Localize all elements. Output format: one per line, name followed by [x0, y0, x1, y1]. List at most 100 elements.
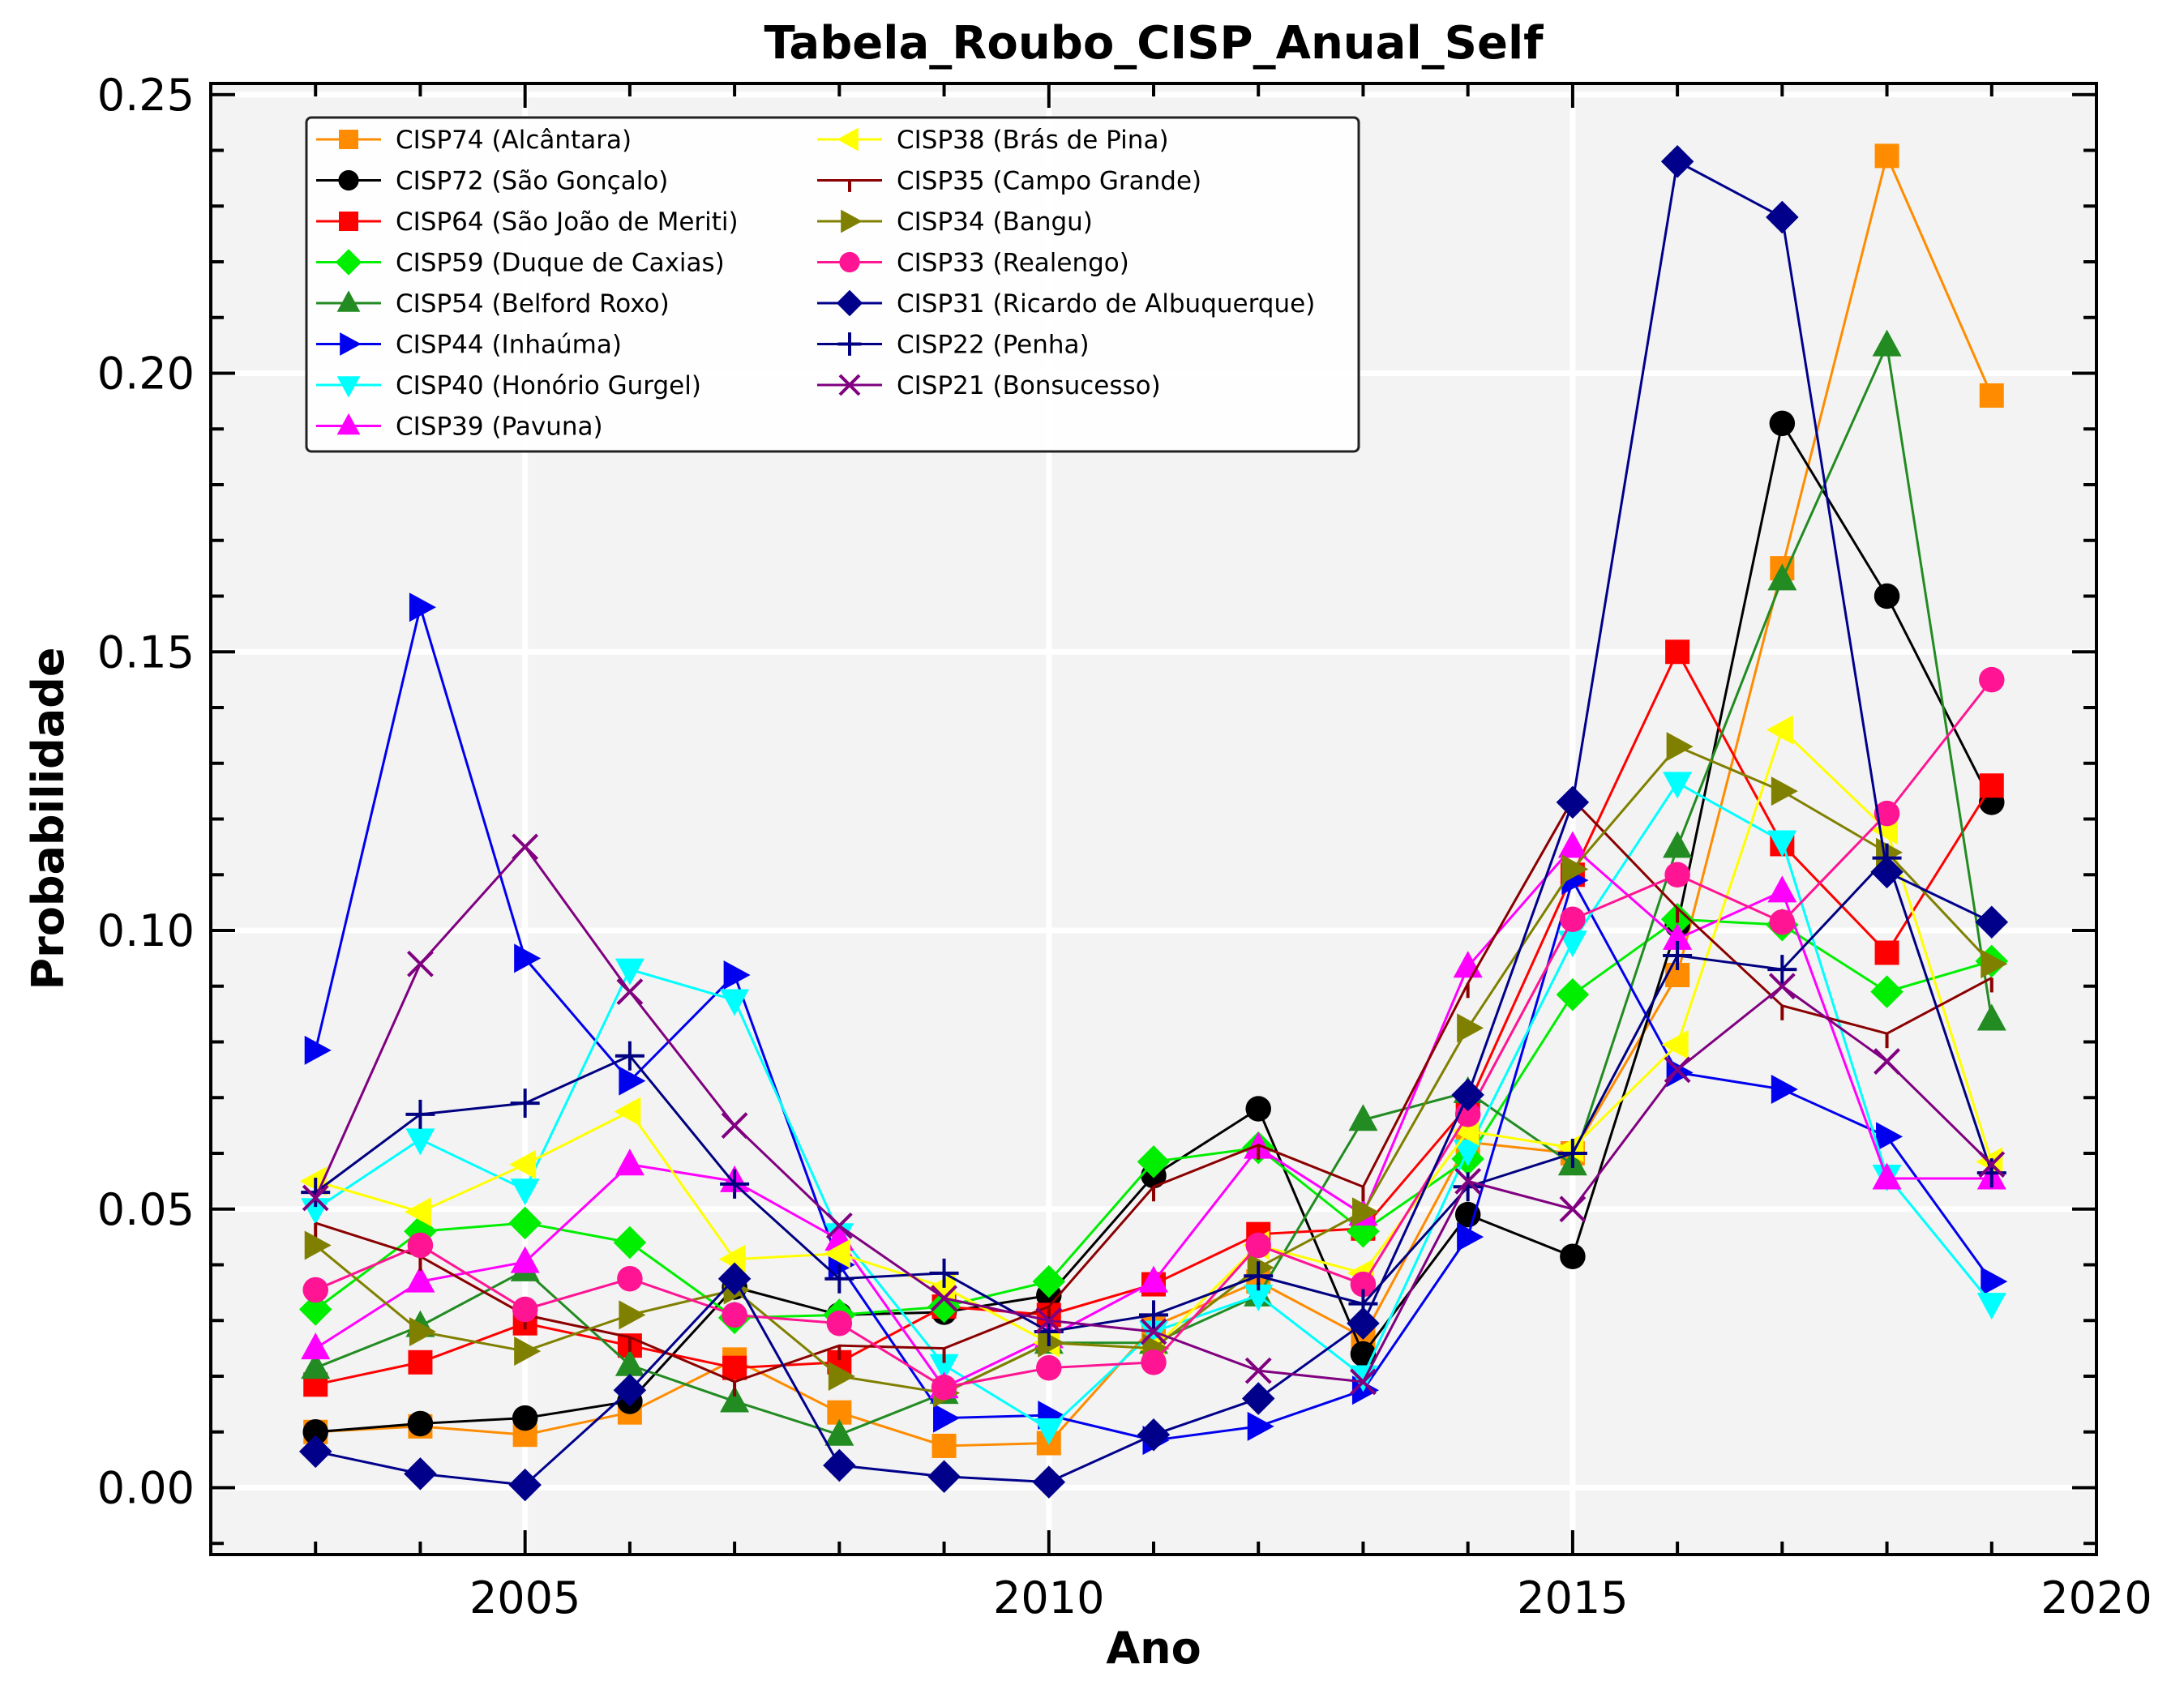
data-point [1872, 843, 1902, 873]
data-point [1454, 1167, 1482, 1195]
data-point [1245, 1232, 1271, 1259]
data-point [405, 1128, 435, 1156]
data-point [1663, 922, 1693, 950]
data-point [1557, 1133, 1584, 1163]
data-point [1347, 1307, 1380, 1340]
data-point [1557, 1139, 1587, 1168]
data-point [1979, 773, 2004, 798]
legend-item: CISP39 (Pavuna) [316, 413, 603, 442]
data-point [407, 1410, 434, 1437]
data-point [1767, 955, 1797, 985]
data-point [1768, 973, 1796, 1000]
data-point [405, 1099, 435, 1129]
data-point [1557, 831, 1587, 858]
data-point [514, 943, 542, 973]
data-point [1556, 977, 1590, 1012]
data-point [1874, 1048, 1900, 1075]
legend-item: CISP44 (Inhaúma) [316, 331, 622, 360]
data-point [1038, 1328, 1065, 1358]
data-point [1350, 1271, 1377, 1298]
data-point [720, 989, 750, 1016]
data-point [616, 978, 644, 1006]
data-point [298, 1435, 332, 1469]
data-point [1874, 583, 1900, 609]
data-point [510, 1178, 540, 1206]
data-point [1663, 940, 1693, 970]
data-point [1767, 563, 1797, 591]
data-point [722, 1355, 747, 1380]
data-point [302, 1419, 328, 1445]
data-point [1661, 1029, 1689, 1059]
data-point [1975, 905, 2009, 939]
y-tick-label: 0.15 [97, 627, 195, 678]
data-point [1457, 1013, 1484, 1043]
legend-label: CISP54 (Belford Roxo) [396, 289, 670, 319]
y-tick-label: 0.10 [97, 905, 195, 956]
data-point [1139, 1300, 1168, 1330]
legend-item: CISP22 (Penha) [817, 331, 1090, 360]
data-point [1979, 666, 2005, 693]
legend-marker [339, 130, 358, 149]
data-point [508, 1468, 542, 1502]
legend-item: CISP34 (Bangu) [817, 207, 1093, 237]
legend-item: CISP33 (Realengo) [817, 249, 1129, 278]
data-point [510, 1089, 540, 1118]
data-point [1559, 1195, 1587, 1223]
plot-frame [209, 82, 2098, 1556]
legend-item: CISP72 (São Gonçalo) [316, 167, 668, 196]
data-point [1978, 1151, 2006, 1178]
data-point [1560, 1243, 1586, 1269]
legend-label: CISP38 (Brás de Pina) [897, 126, 1169, 155]
legend-item: CISP31 (Ricardo de Albuquerque) [817, 289, 1315, 319]
legend-item: CISP59 (Duque de Caxias) [316, 249, 725, 278]
data-point [1348, 1365, 1378, 1392]
data-point [1557, 930, 1587, 958]
legend-label: CISP33 (Realengo) [897, 249, 1129, 278]
y-tick-label: 0.20 [97, 349, 195, 400]
legend-label: CISP39 (Pavuna) [396, 413, 603, 442]
legend-item: CISP64 (São João de Meriti) [316, 207, 739, 237]
data-point [722, 1302, 747, 1328]
legend-item: CISP38 (Brás de Pina) [817, 126, 1169, 155]
data-point [302, 1184, 329, 1212]
legend-label: CISP35 (Campo Grande) [897, 167, 1201, 196]
data-point [1771, 776, 1798, 806]
data-point [1664, 862, 1690, 887]
legend-marker [336, 376, 361, 398]
data-point [512, 1405, 538, 1431]
data-point [298, 1293, 332, 1326]
data-point [407, 950, 434, 977]
data-point [304, 1035, 332, 1065]
data-point [823, 1448, 856, 1482]
legend-item: CISP21 (Bonsucesso) [817, 371, 1161, 400]
data-point [1981, 949, 2008, 979]
legend-label: CISP31 (Ricardo de Albuquerque) [897, 289, 1315, 319]
y-tick-label: 0.25 [97, 70, 195, 121]
data-point [1872, 329, 1902, 357]
data-point [1139, 1320, 1168, 1348]
data-point [1664, 1056, 1691, 1084]
data-point [1556, 785, 1590, 819]
legend-marker [837, 332, 862, 356]
data-point [1348, 1289, 1378, 1319]
data-point [1766, 200, 1799, 234]
data-point [826, 1310, 853, 1337]
data-point [304, 1230, 332, 1260]
data-point [1769, 410, 1796, 437]
legend-marker [339, 212, 358, 231]
data-point [510, 1246, 540, 1273]
data-point [301, 1352, 331, 1379]
data-point [408, 1349, 433, 1375]
data-point [1767, 875, 1797, 903]
data-point [1241, 1382, 1275, 1415]
data-point [1453, 1172, 1483, 1202]
data-point [1874, 800, 1900, 827]
legend-marker [837, 127, 859, 152]
data-point [613, 1373, 647, 1407]
series-group [298, 145, 2009, 1502]
data-point [717, 1262, 752, 1295]
legend-item: CISP54 (Belford Roxo) [316, 289, 670, 319]
data-point [615, 1041, 644, 1071]
data-point [1872, 1162, 1902, 1190]
data-point [615, 1349, 644, 1376]
